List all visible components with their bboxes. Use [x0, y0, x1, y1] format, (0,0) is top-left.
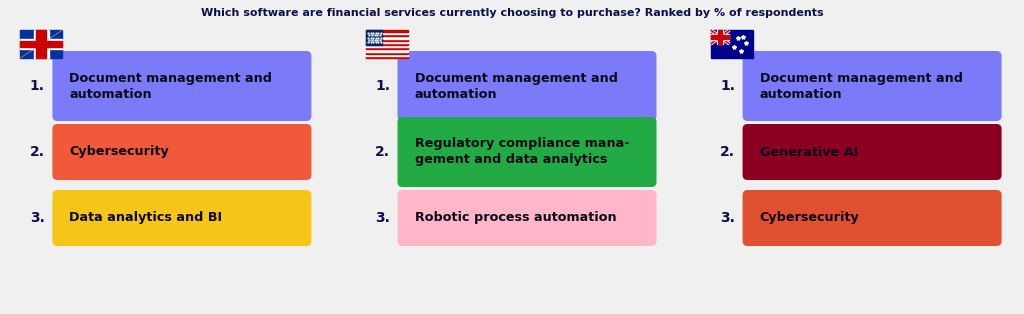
Bar: [717, 30, 723, 44]
Bar: [366, 47, 408, 49]
Bar: [366, 49, 408, 51]
Text: Document management and
automation: Document management and automation: [415, 72, 617, 100]
Bar: [37, 30, 46, 58]
Text: Generative AI: Generative AI: [760, 145, 858, 159]
Text: Cybersecurity: Cybersecurity: [70, 145, 169, 159]
Bar: [366, 39, 408, 41]
Bar: [366, 43, 408, 45]
Text: 2.: 2.: [30, 145, 45, 159]
Bar: [366, 30, 408, 32]
Text: 1.: 1.: [720, 79, 735, 93]
Bar: [711, 35, 729, 39]
FancyBboxPatch shape: [52, 124, 311, 180]
Bar: [366, 30, 382, 45]
FancyBboxPatch shape: [52, 51, 311, 121]
FancyBboxPatch shape: [742, 190, 1001, 246]
Bar: [366, 41, 408, 43]
Bar: [366, 45, 408, 47]
Bar: [366, 36, 408, 39]
Text: 1.: 1.: [375, 79, 390, 93]
Bar: [366, 34, 408, 36]
Bar: [711, 35, 729, 40]
Text: Which software are financial services currently choosing to purchase? Ranked by : Which software are financial services cu…: [201, 8, 823, 18]
Bar: [366, 56, 408, 58]
Text: Document management and
automation: Document management and automation: [70, 72, 272, 100]
Text: 2.: 2.: [720, 145, 735, 159]
Bar: [20, 41, 62, 47]
Bar: [718, 30, 722, 44]
FancyBboxPatch shape: [742, 124, 1001, 180]
FancyBboxPatch shape: [397, 51, 656, 121]
Text: 3.: 3.: [375, 211, 390, 225]
Bar: [20, 30, 62, 58]
Text: 2.: 2.: [375, 145, 390, 159]
FancyBboxPatch shape: [397, 190, 656, 246]
Text: Cybersecurity: Cybersecurity: [760, 212, 859, 225]
Text: 1.: 1.: [30, 79, 45, 93]
Bar: [34, 30, 49, 58]
Bar: [20, 39, 62, 49]
Text: 3.: 3.: [30, 211, 45, 225]
Text: Data analytics and BI: Data analytics and BI: [70, 212, 222, 225]
Bar: [366, 51, 408, 54]
FancyBboxPatch shape: [397, 117, 656, 187]
Text: Document management and
automation: Document management and automation: [760, 72, 963, 100]
FancyBboxPatch shape: [742, 51, 1001, 121]
Text: 3.: 3.: [720, 211, 735, 225]
Bar: [366, 32, 408, 34]
Text: Robotic process automation: Robotic process automation: [415, 212, 616, 225]
Bar: [711, 30, 753, 58]
Bar: [366, 54, 408, 56]
FancyBboxPatch shape: [52, 190, 311, 246]
Text: Regulatory compliance mana-
gement and data analytics: Regulatory compliance mana- gement and d…: [415, 138, 629, 166]
